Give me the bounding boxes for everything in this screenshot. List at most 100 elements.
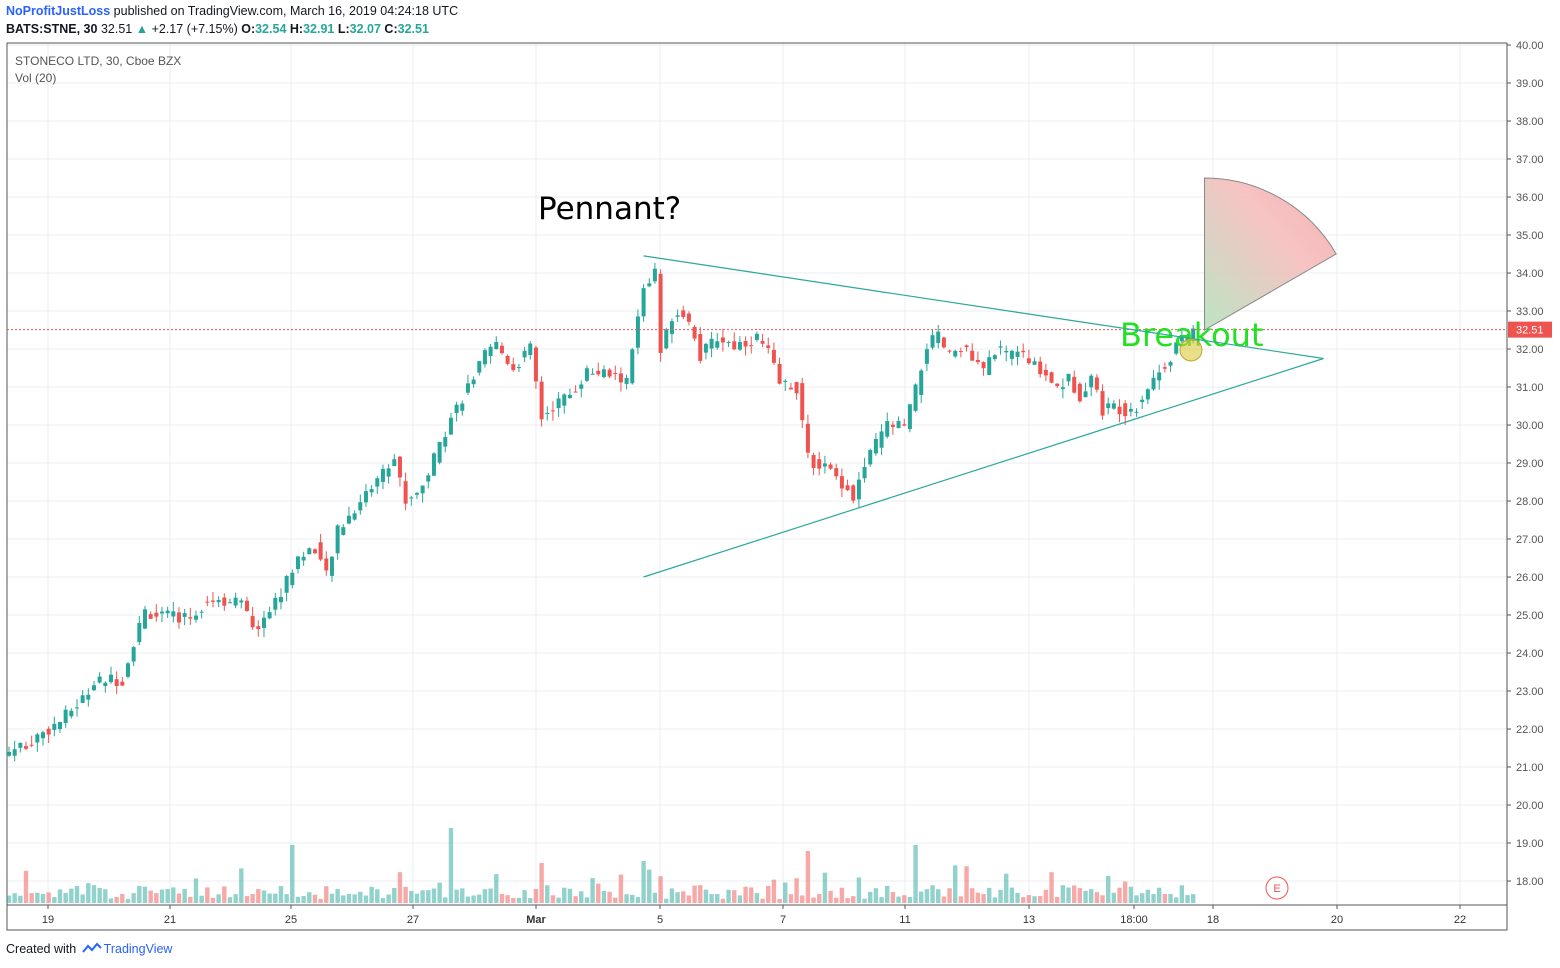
candle-body (584, 368, 589, 381)
candle-body (664, 329, 669, 349)
candle-body (1100, 391, 1105, 416)
volume-bar (936, 889, 941, 903)
volume-bar (562, 887, 567, 903)
volume-bar (1083, 890, 1088, 903)
volume-bar (443, 897, 448, 903)
author-link[interactable]: NoProfitJustLoss (6, 4, 111, 18)
volume-bar (392, 887, 397, 903)
candle-body (788, 387, 793, 390)
candle-body (958, 351, 963, 353)
candle-body (1021, 350, 1026, 353)
price-tick-label: 30.00 (1516, 420, 1544, 432)
volume-bar (108, 898, 114, 903)
candle-body (868, 449, 873, 465)
candle-body (1038, 361, 1043, 375)
price-tick-label: 22.00 (1516, 724, 1544, 736)
created-with-label: Created with (6, 942, 77, 956)
candle-body (69, 710, 74, 717)
candle-body (499, 345, 504, 354)
volume-bar (550, 895, 556, 903)
volume-bar (686, 895, 692, 903)
candle-body (216, 600, 221, 603)
candle-body (380, 468, 385, 482)
volume-bar (692, 885, 697, 903)
volume-bar (460, 888, 465, 903)
price-tick-label: 36.00 (1516, 192, 1544, 204)
volume-bar (675, 892, 680, 903)
volume-bar (414, 893, 420, 903)
candle-body (953, 350, 958, 357)
volume-bar (159, 889, 165, 903)
candle-body (647, 283, 652, 287)
candle-body (692, 326, 697, 339)
volume-bar (244, 896, 250, 903)
candle-body (103, 682, 108, 687)
volume-bar (647, 869, 652, 903)
volume-bar (386, 894, 391, 903)
chart-grid (7, 43, 1507, 905)
low-label: L: (337, 22, 350, 36)
volume-bar (346, 894, 352, 903)
candle-body (23, 746, 28, 749)
volume-bar (516, 897, 522, 903)
volume-bar (1173, 897, 1179, 903)
candle-body (352, 513, 357, 520)
candle-body (545, 413, 550, 415)
volume-bar (641, 861, 646, 903)
volume-bar (567, 888, 573, 903)
breakout-highlight (1179, 338, 1203, 362)
candle-body (1060, 387, 1065, 390)
volume-bar (681, 891, 686, 903)
volume-bar (273, 893, 278, 903)
candle-body (698, 334, 703, 361)
volume-bars (6, 828, 1196, 903)
earnings-icon (1265, 876, 1289, 900)
candle-body (851, 485, 856, 501)
volume-bar (375, 889, 380, 903)
candle-body (176, 612, 181, 623)
candle-body (227, 602, 232, 604)
volume-bar (607, 891, 612, 903)
candle-body (1162, 367, 1167, 369)
volume-bar (103, 889, 108, 903)
tradingview-link[interactable]: TradingView (103, 942, 173, 956)
volume-bar (749, 887, 754, 903)
candle-body (222, 597, 227, 606)
volume-bar (533, 889, 539, 903)
volume-bar (233, 894, 238, 903)
volume-bar (613, 897, 618, 903)
volume-bar (590, 878, 595, 903)
volume-bar (885, 885, 890, 903)
candle-body (46, 728, 51, 735)
volume-bar (301, 895, 306, 903)
candle-body (494, 341, 499, 350)
candle-body (205, 601, 210, 603)
candle-body (1179, 335, 1184, 342)
candle-body (1111, 403, 1116, 409)
time-axis[interactable]: 19 21 25 27 Mar 5 7 11 13 18:00 18 20 22 (42, 905, 1466, 926)
volume-bar (1111, 892, 1117, 903)
candle-body (1077, 383, 1082, 402)
price-tick-label: 27.00 (1516, 534, 1544, 546)
candle-body (681, 310, 686, 318)
volume-bar (420, 890, 425, 903)
volume-bar (868, 891, 873, 903)
price-tick-label: 23.00 (1516, 686, 1544, 698)
candle-body (239, 600, 244, 603)
candle-body (924, 349, 929, 364)
volume-bar (125, 898, 131, 903)
candle-body (301, 556, 306, 561)
price-axis[interactable]: 18.00 19.00 20.00 21.00 22.00 23.00 24.00 25.00… (1507, 40, 1552, 888)
price-tick-label: 39.00 (1516, 78, 1544, 90)
candle-body (1123, 403, 1128, 417)
time-tick-label: 20 (1331, 914, 1343, 926)
candle-body (52, 723, 57, 730)
volume-bar (800, 895, 805, 903)
volume-bar (596, 883, 601, 903)
symbol-label: BATS:STNE, 30 (6, 22, 98, 36)
candle-body (766, 345, 771, 348)
volume-bar (737, 895, 743, 903)
volume-bar (482, 889, 488, 903)
